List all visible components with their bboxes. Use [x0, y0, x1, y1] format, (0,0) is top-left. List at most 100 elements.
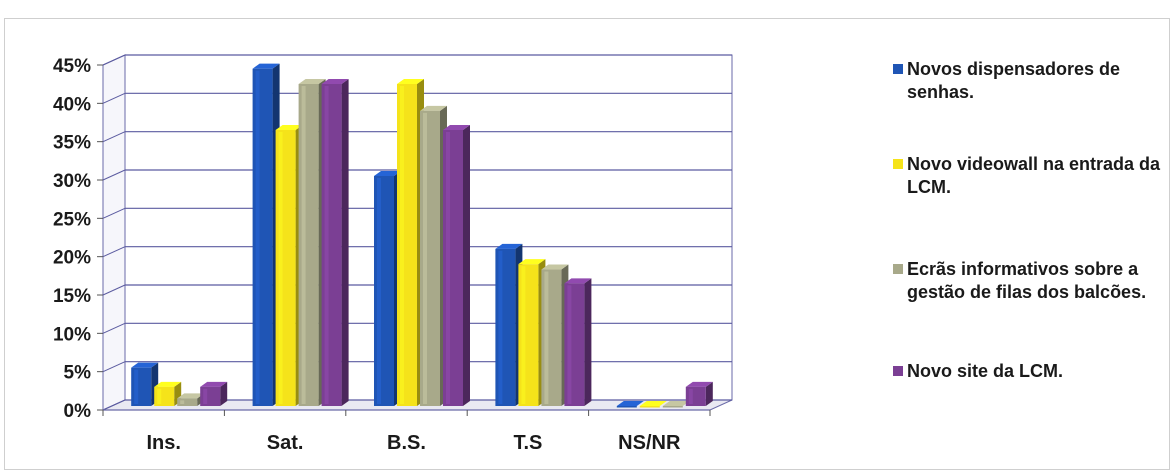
legend-item-dispensadores: Novos dispensadores de senhas. [893, 58, 1163, 104]
bar-side [463, 125, 470, 406]
bar-top [177, 393, 205, 399]
bar-side [705, 381, 713, 406]
bar-front [662, 406, 683, 408]
bar [374, 171, 401, 406]
bar-highlight [400, 86, 404, 404]
bar-top [298, 79, 326, 84]
x-tick-label: T.S [513, 432, 542, 454]
bar [321, 79, 349, 406]
gridline-side [102, 399, 126, 411]
legend-swatch-ecras [893, 264, 903, 274]
bar-top [639, 401, 667, 406]
gridline-side [102, 284, 126, 296]
bar-front [131, 367, 152, 406]
legend-label: Ecrãs informativos sobre a gestão de fil… [907, 259, 1147, 302]
bar [564, 278, 592, 406]
bar-highlight [423, 112, 427, 404]
bar-top [616, 401, 644, 406]
bar-front [154, 386, 175, 406]
legend-label: Novo site da LCM. [907, 361, 1064, 381]
bar [397, 79, 424, 406]
bar-front [275, 130, 296, 406]
bar-top [374, 171, 401, 176]
bar-front [639, 406, 660, 408]
bar [252, 63, 280, 407]
legend-swatch-site [893, 366, 903, 376]
bar-highlight [134, 369, 139, 404]
bar-top [200, 381, 228, 387]
x-tick-label: NS/NR [618, 432, 681, 454]
bar-top [321, 79, 349, 84]
bar-highlight [377, 178, 381, 404]
bar-highlight [301, 86, 306, 404]
gridline-side [102, 322, 126, 334]
bar-front [252, 68, 273, 407]
bar-top [662, 401, 690, 406]
bar-front [443, 130, 463, 406]
bar-top [443, 125, 470, 130]
bar-highlight [567, 285, 572, 404]
bar-side [220, 381, 228, 406]
bar [275, 125, 303, 406]
gridline-side [102, 92, 126, 104]
y-tick-label: 20% [53, 248, 91, 269]
bar-top [685, 381, 713, 387]
bar-top [541, 264, 569, 270]
bar-front [564, 283, 585, 406]
bar [662, 401, 690, 408]
bar-highlight [157, 388, 162, 404]
y-tick-label: 35% [53, 133, 91, 154]
bar-side [584, 278, 592, 406]
legend-label: Novo videowall na entrada da LCM. [907, 154, 1161, 197]
y-tick-label: 15% [53, 286, 91, 307]
gridline-side [102, 246, 126, 258]
bar-top [495, 243, 523, 249]
gridline-side [102, 169, 126, 181]
bar [685, 381, 713, 406]
bar-top [420, 105, 447, 111]
gridline-side [102, 207, 126, 219]
bar [420, 105, 447, 406]
bar-front [685, 386, 706, 406]
bar-highlight [255, 70, 260, 405]
bar [541, 264, 569, 406]
legend-label: Novos dispensadores de senhas. [907, 59, 1121, 102]
legend-swatch-dispensadores [893, 64, 903, 74]
bar-front [420, 110, 440, 406]
bar-front [177, 398, 198, 406]
bar-highlight [521, 266, 526, 404]
bar-highlight [180, 400, 185, 404]
bar-top [154, 381, 182, 387]
bar-front [495, 248, 516, 406]
bar-front [374, 176, 394, 406]
bar-top [275, 125, 303, 130]
bar-top [397, 79, 424, 84]
bar [298, 79, 326, 406]
bar-side [341, 79, 349, 406]
x-tick-label: Ins. [146, 432, 180, 454]
legend-item-videowall: Novo videowall na entrada da LCM. [893, 153, 1163, 199]
y-tick-label: 10% [53, 324, 91, 345]
x-tick-label: B.S. [387, 432, 426, 454]
bar-front [200, 386, 221, 406]
legend-item-site: Novo site da LCM. [893, 360, 1163, 383]
bar-front [298, 84, 319, 406]
bar-highlight [544, 271, 549, 404]
bar-front [541, 269, 562, 406]
bar-highlight [446, 132, 450, 404]
gridline-side [102, 131, 126, 143]
bar-front [321, 84, 342, 406]
bar [518, 259, 546, 406]
gridline-side [102, 54, 126, 66]
y-tick-label: 40% [53, 94, 91, 115]
y-tick-label: 25% [53, 209, 91, 230]
bar-front [616, 406, 637, 408]
bar-highlight [324, 86, 329, 404]
bar-highlight [498, 250, 503, 404]
bar-highlight [278, 132, 283, 404]
bar [616, 401, 644, 408]
y-tick-label: 30% [53, 171, 91, 192]
x-tick-label: Sat. [267, 432, 304, 454]
bar [443, 125, 470, 406]
bar-front [518, 264, 539, 406]
